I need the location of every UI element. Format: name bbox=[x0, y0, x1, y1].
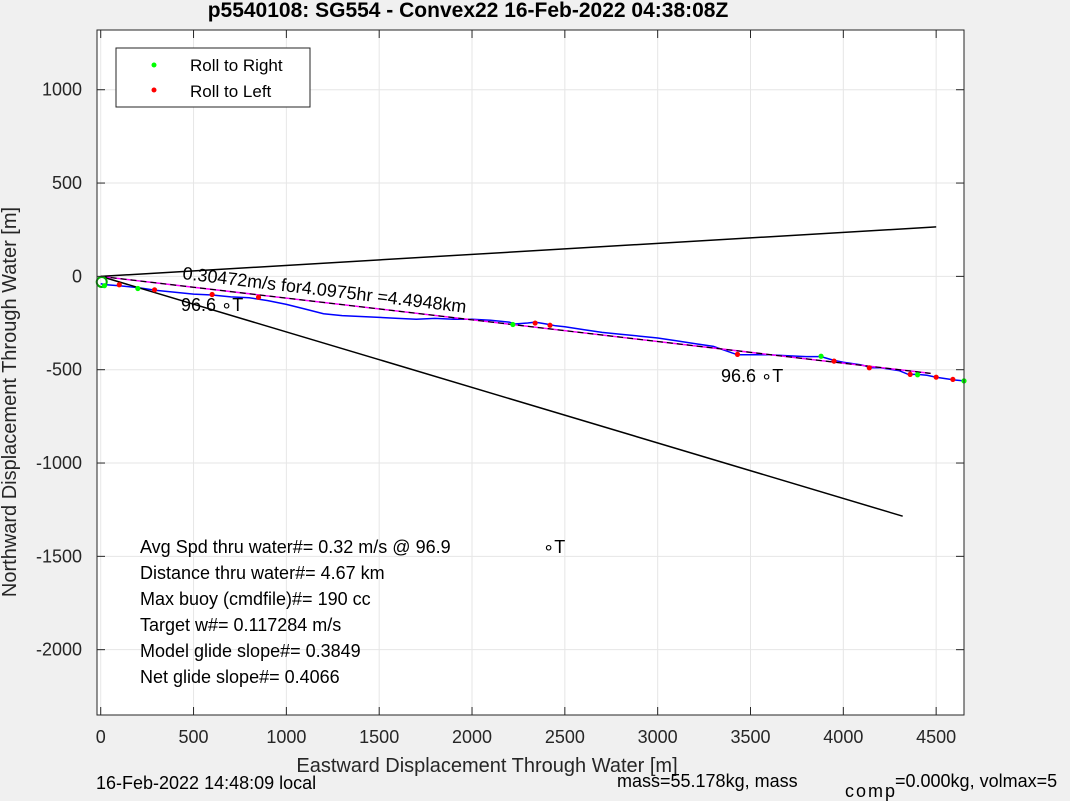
x-tick-label: 1000 bbox=[266, 727, 306, 747]
legend-label-roll-left: Roll to Left bbox=[190, 82, 272, 101]
y-tick-label: 1000 bbox=[42, 80, 82, 100]
x-tick-label: 3000 bbox=[638, 727, 678, 747]
avg-speed-text: Avg Spd thru water#= 0.32 m/s @ 96.9 bbox=[140, 537, 451, 557]
roll-left-point bbox=[907, 371, 913, 377]
axis-ticks: 0 500 1000 1500 2000 2500 3000 3500 4000 4500 1000… bbox=[36, 30, 964, 747]
mean-track-line bbox=[100, 275, 931, 375]
roll-left-point bbox=[866, 365, 872, 371]
footer-comp-subscript: comp bbox=[845, 781, 897, 801]
roll-left-point bbox=[532, 320, 538, 326]
net-glide-text: Net glide slope#= 0.4066 bbox=[140, 667, 340, 687]
roll-right-point bbox=[510, 321, 516, 328]
target-w-text: Target w#= 0.117284 m/s bbox=[140, 615, 341, 635]
avg-speed-unit: ∘T bbox=[543, 537, 565, 557]
legend-marker-roll-right bbox=[151, 62, 157, 68]
heading-annotation-start: 96.6 ∘T bbox=[181, 295, 243, 315]
roll-points-layer bbox=[95, 275, 967, 384]
legend-box bbox=[115, 47, 311, 108]
x-tick-label: 1500 bbox=[359, 727, 399, 747]
plot-area bbox=[97, 30, 964, 715]
plot-frame bbox=[96, 29, 965, 716]
roll-left-point bbox=[151, 287, 158, 293]
legend-marker-roll-left bbox=[151, 87, 157, 93]
y-axis-label: Northward Displacement Through Water [m] bbox=[0, 207, 21, 597]
model-glide-text: Model glide slope#= 0.3849 bbox=[140, 641, 361, 661]
roll-left-point bbox=[950, 376, 956, 383]
roll-left-point bbox=[547, 322, 553, 328]
x-tick-label: 4500 bbox=[916, 727, 956, 747]
legend: Roll to Right Roll to Left bbox=[115, 47, 311, 108]
upper-bound-line bbox=[100, 226, 937, 278]
x-tick-label: 3500 bbox=[730, 727, 770, 747]
legend-label-roll-right: Roll to Right bbox=[190, 56, 283, 75]
roll-right-point bbox=[818, 353, 824, 359]
roll-right-point bbox=[101, 283, 108, 289]
roll-left-point bbox=[933, 374, 939, 380]
roll-left-point bbox=[734, 351, 741, 357]
x-axis-label: Eastward Displacement Through Water [m] bbox=[296, 755, 677, 777]
y-tick-label: -500 bbox=[46, 360, 82, 380]
x-tick-label: 2000 bbox=[452, 727, 492, 747]
roll-left-point bbox=[255, 294, 262, 300]
footer-mass: mass=55.178kg, mass bbox=[617, 771, 798, 791]
x-tick-label: 500 bbox=[179, 727, 209, 747]
roll-right-point bbox=[914, 372, 921, 378]
lower-bound-line bbox=[100, 275, 903, 517]
stats-block: Avg Spd thru water#= 0.32 m/s @ 96.9 ∘T … bbox=[140, 537, 565, 687]
max-buoy-text: Max buoy (cmdfile)#= 190 cc bbox=[140, 589, 371, 609]
y-tick-label: -1500 bbox=[36, 546, 82, 566]
y-tick-label: 500 bbox=[52, 173, 82, 193]
x-tick-label: 0 bbox=[96, 727, 106, 747]
footer-comp-volmax: =0.000kg, volmax=5 bbox=[895, 771, 1057, 791]
x-tick-label: 4000 bbox=[823, 727, 863, 747]
heading-annotation-end: 96.6 ∘T bbox=[721, 366, 783, 386]
y-tick-label: -2000 bbox=[36, 640, 82, 660]
roll-left-point bbox=[116, 282, 122, 288]
distance-text: Distance thru water#= 4.67 km bbox=[140, 563, 385, 583]
roll-right-point bbox=[135, 285, 141, 292]
chart-title: p5540108: SG554 - Convex22 16-Feb-2022 0… bbox=[208, 0, 729, 22]
y-tick-label: 0 bbox=[72, 266, 82, 286]
roll-left-point bbox=[831, 358, 837, 364]
roll-left-point bbox=[209, 291, 215, 298]
footer-local-time: 16-Feb-2022 14:48:09 local bbox=[96, 773, 316, 793]
x-tick-label: 2500 bbox=[545, 727, 585, 747]
y-tick-label: -1000 bbox=[36, 453, 82, 473]
